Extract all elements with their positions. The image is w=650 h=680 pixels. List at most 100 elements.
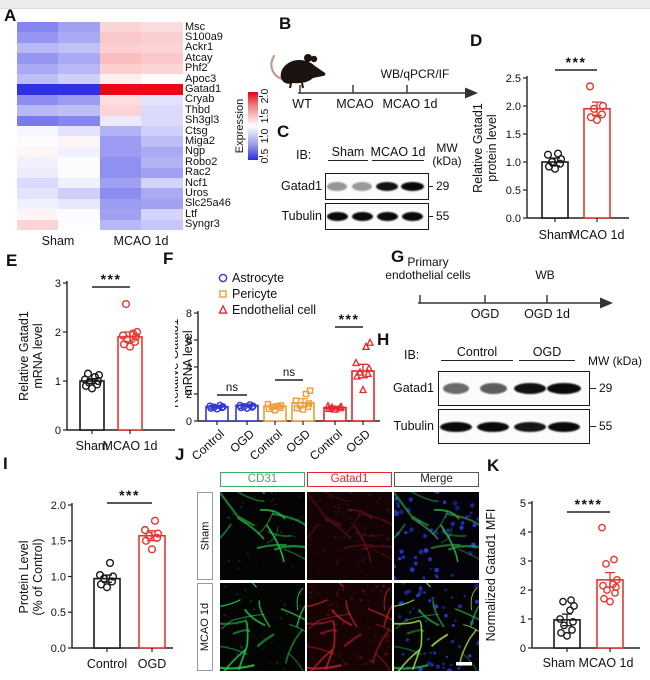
heatmap-cell [99,126,142,137]
svg-text:1.5: 1.5 [51,536,66,548]
svg-text:1.0: 1.0 [506,157,521,169]
heatmap-cell [17,115,59,127]
heatmap-cell [17,42,59,54]
heatmap-cell [58,198,100,210]
heatmap-cell [17,53,59,65]
c-protein-tubulin: Tubulin [281,209,322,223]
bar-D-1 [583,108,611,219]
heatmap-cell [17,63,59,75]
svg-text:ns: ns [226,382,238,394]
heatmap-cell [58,53,100,65]
heatmap-cell [99,42,142,54]
svg-text:Control: Control [307,427,345,463]
svg-text:***: *** [566,54,587,70]
gene-label: Syngr3 [185,218,220,231]
heatmap-cell [140,42,183,54]
svg-text:Sham: Sham [76,439,109,453]
svg-text:***: *** [339,311,360,327]
heatmap-cell [140,198,183,210]
arrowhead-icon [600,297,613,309]
svg-text:4: 4 [520,527,526,539]
svg-text:1: 1 [520,614,526,626]
heatmap-cell [58,126,100,137]
svg-text:OGD: OGD [138,657,166,671]
gene-label: Ltf [185,207,198,220]
heatmap-cell [140,209,183,221]
gene-label: Atcay [185,51,213,64]
chart-svg-I: 0.0 0.5 1.0 1.5 2.0 *** Control OGD Protein Leve… [17,487,173,671]
gene-label: S100a9 [185,30,223,43]
panel-g-schematic: Primary endothelial cells WB OGD OGD 1d [378,248,640,326]
svg-text:OGD: OGD [471,307,499,321]
svg-text:Relative Gatad1: Relative Gatad1 [17,311,31,401]
panel-label-h: H [377,330,390,349]
blot-c-gatad1 [325,173,429,200]
heatmap-cell [140,94,183,106]
svg-text:OGD 1d: OGD 1d [524,307,570,321]
svg-text:Astrocyte: Astrocyte [232,271,284,285]
svg-text:0: 0 [520,643,526,655]
panel-label-c: C [277,122,290,141]
heatmap [17,22,183,231]
heatmap-cell [58,115,100,127]
gene-label: Ncf1 [185,176,208,189]
svg-text:WT: WT [292,97,312,111]
heatmap-cell [99,115,142,127]
heatmap-cell [17,146,59,158]
svg-text:Pericyte: Pericyte [232,287,277,301]
svg-text:***: *** [119,487,140,503]
heatmap-cell [58,136,100,148]
svg-text:MCAO 1d: MCAO 1d [570,228,625,242]
c-protein-gatad1: Gatad1 [280,179,322,193]
svg-text:1.0: 1.0 [51,571,66,583]
gene-label: Slc25a46 [185,197,231,210]
heatmap-cell [17,219,59,231]
heatmap-cell [99,146,142,158]
svg-text:0: 0 [55,425,61,437]
svg-text:0.0: 0.0 [506,213,521,225]
c-mw-line2: (kDa) [432,154,462,168]
blot-band [440,421,472,432]
gene-label: Ngp [185,145,206,158]
svg-text:2: 2 [186,389,192,401]
heatmap-cell [140,157,183,169]
svg-text:3: 3 [520,556,526,568]
if-column-header-merge: Merge [394,472,479,487]
svg-text:Endothelial cell: Endothelial cell [232,303,316,317]
h-protein-tubulin: Tubulin [393,419,434,433]
blot-band [547,383,581,394]
svg-text:3: 3 [55,278,61,290]
svg-text:2.0: 2.0 [51,500,66,512]
heatmap-cell [58,94,100,106]
blot-band [514,421,546,432]
heatmap-cell [99,22,142,33]
svg-text:****: **** [575,496,603,512]
chart-i-protein-level: 0.0 0.5 1.0 1.5 2.0 *** Control OGD Protein Leve… [2,487,180,680]
heatmap-cell [140,74,183,85]
heatmap-cell [58,105,100,117]
svg-text:Normalized Gatad1 MFI: Normalized Gatad1 MFI [485,509,498,642]
heatmap-cell [99,157,142,169]
svg-text:mRNA level: mRNA level [31,323,45,388]
heatmap-cell [17,157,59,169]
panel-label-g: G [391,247,405,266]
gene-label: Sh3gl3 [185,114,220,127]
h-underline-ogd [519,360,575,362]
heatmap-cell [58,32,100,44]
heatmap-cell [99,84,142,96]
heatmap-cell [17,126,59,137]
blot-band [548,421,580,432]
svg-text:Sham: Sham [539,228,572,242]
blot-band [400,182,424,191]
svg-text:2.0: 2.0 [506,101,521,113]
bar-D-0 [541,161,569,219]
heatmap-cell [58,146,100,158]
chart-svg-K: 0 1 2 3 4 5 **** Sham MCAO 1d Normalized Gatad1 M… [484,496,640,670]
c-mw-29: 29 [436,179,450,193]
svg-text:1.5: 1.5 [506,129,521,141]
heatmap-cell [99,105,142,117]
heatmap-gene-labels: Msc S100a9 Ackr1 Atcay Phf2 Apoc3 Gatad1 Cryab T… [185,21,245,236]
heatmap-cell [99,167,142,179]
svg-text:1: 1 [55,376,61,388]
